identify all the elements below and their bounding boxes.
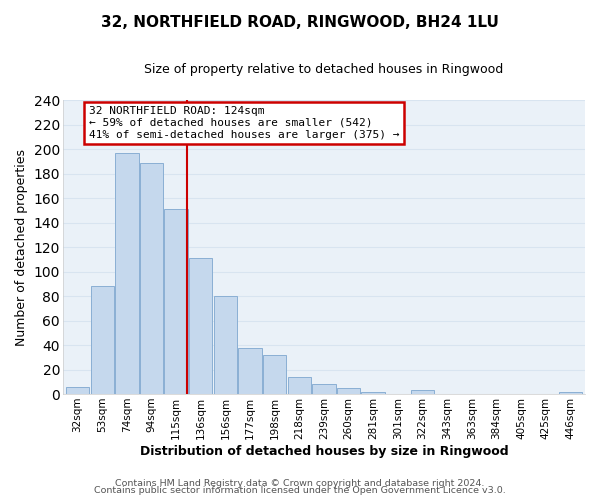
Bar xyxy=(263,355,286,394)
Bar xyxy=(559,392,582,394)
Bar xyxy=(361,392,385,394)
Text: Contains public sector information licensed under the Open Government Licence v3: Contains public sector information licen… xyxy=(94,486,506,495)
Bar xyxy=(411,390,434,394)
Bar xyxy=(287,377,311,394)
Bar xyxy=(189,258,212,394)
Y-axis label: Number of detached properties: Number of detached properties xyxy=(15,148,28,346)
Bar xyxy=(91,286,114,394)
X-axis label: Distribution of detached houses by size in Ringwood: Distribution of detached houses by size … xyxy=(140,444,508,458)
Bar xyxy=(214,296,237,394)
Bar xyxy=(312,384,335,394)
Text: 32 NORTHFIELD ROAD: 124sqm
← 59% of detached houses are smaller (542)
41% of sem: 32 NORTHFIELD ROAD: 124sqm ← 59% of deta… xyxy=(89,106,399,140)
Bar xyxy=(164,209,188,394)
Title: Size of property relative to detached houses in Ringwood: Size of property relative to detached ho… xyxy=(144,62,503,76)
Bar xyxy=(337,388,360,394)
Bar xyxy=(115,153,139,394)
Bar xyxy=(140,162,163,394)
Text: Contains HM Land Registry data © Crown copyright and database right 2024.: Contains HM Land Registry data © Crown c… xyxy=(115,478,485,488)
Bar xyxy=(238,348,262,394)
Text: 32, NORTHFIELD ROAD, RINGWOOD, BH24 1LU: 32, NORTHFIELD ROAD, RINGWOOD, BH24 1LU xyxy=(101,15,499,30)
Bar xyxy=(66,386,89,394)
